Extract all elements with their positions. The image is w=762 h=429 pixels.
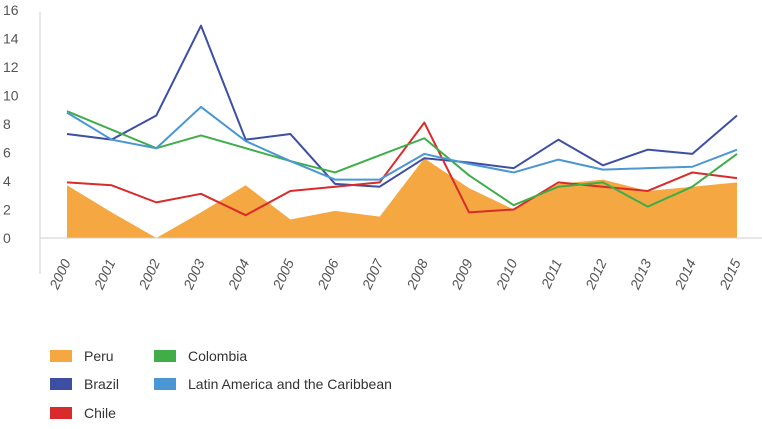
legend-item-brazil: Brazil	[50, 376, 119, 392]
y-tick-label: 6	[3, 145, 11, 161]
y-tick-label: 10	[3, 88, 19, 104]
series-area-peru	[67, 158, 737, 238]
y-axis-ticks: 0 2 4 6 8 10 12 14 16	[3, 2, 19, 246]
legend-item-latin-america: Latin America and the Caribbean	[154, 376, 392, 392]
legend-label-colombia: Colombia	[188, 348, 248, 364]
x-tick-label: 2008	[403, 256, 431, 292]
y-tick-label: 14	[3, 31, 19, 47]
line-layer	[66, 24, 738, 217]
legend-item-colombia: Colombia	[154, 348, 247, 364]
y-tick-label: 4	[3, 173, 11, 189]
x-tick-label: 2005	[269, 256, 297, 292]
y-tick-label: 2	[3, 202, 11, 218]
y-tick-label: 0	[3, 230, 11, 246]
x-tick-label: 2009	[448, 256, 476, 292]
legend-swatch-colombia	[154, 350, 176, 362]
series-line-chile	[66, 121, 738, 217]
y-tick-label: 12	[3, 59, 19, 75]
x-tick-label: 2000	[46, 256, 74, 292]
x-tick-label: 2012	[582, 256, 610, 292]
y-tick-label: 16	[3, 2, 19, 18]
x-tick-label: 2013	[626, 256, 654, 292]
area-layer	[67, 158, 737, 238]
axis-layer	[39, 12, 762, 274]
x-tick-label: 2010	[492, 256, 520, 292]
x-axis-ticks: 2000 2001 2002 2003 2004 2005 2006 2007 2008 2009…	[46, 255, 744, 292]
x-tick-label: 2015	[716, 256, 744, 292]
x-tick-label: 2004	[224, 256, 252, 292]
x-tick-label: 2006	[314, 256, 342, 292]
x-tick-label: 2003	[180, 256, 208, 292]
x-tick-label: 2001	[90, 257, 118, 293]
legend-swatch-brazil	[50, 378, 72, 390]
x-tick-label: 2014	[671, 256, 699, 292]
series-line-brazil	[66, 24, 738, 188]
x-tick-label: 2007	[358, 255, 387, 292]
x-tick-label: 2011	[537, 257, 565, 292]
legend-label-latin-america: Latin America and the Caribbean	[188, 376, 392, 392]
legend-label-chile: Chile	[84, 405, 116, 421]
legend-item-peru: Peru	[50, 348, 114, 364]
legend-item-chile: Chile	[50, 405, 116, 421]
legend-swatch-chile	[50, 407, 72, 419]
series-line-colombia	[66, 110, 738, 208]
legend-swatch-latin-america	[154, 378, 176, 390]
series-line-latin-america-and-the-caribbean	[66, 105, 738, 181]
legend-label-brazil: Brazil	[84, 376, 120, 392]
y-tick-label: 8	[3, 116, 11, 132]
legend-swatch-peru	[50, 350, 72, 362]
legend-label-peru: Peru	[84, 348, 114, 364]
x-tick-label: 2002	[135, 256, 163, 292]
